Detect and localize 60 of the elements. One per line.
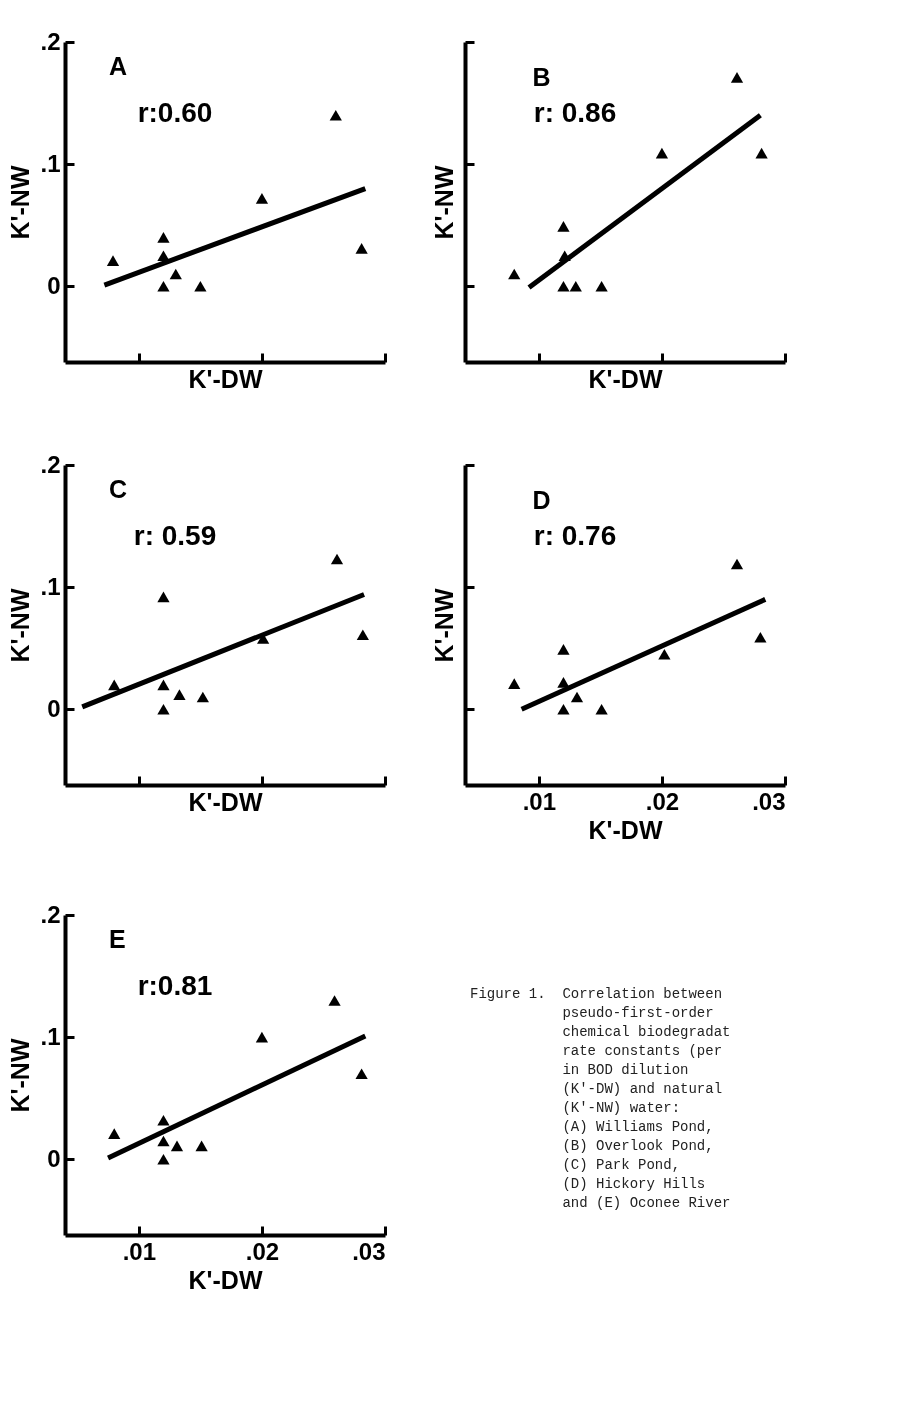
y-tick-label: .2 [40, 900, 61, 928]
text: B [532, 62, 551, 91]
x-tick-label: .03 [352, 1237, 386, 1265]
point [194, 280, 207, 292]
x-axis-title: K'-DW [188, 365, 263, 393]
y-axis-title: K'-NW [6, 165, 35, 240]
y-axis-title: K'-NW [430, 588, 458, 663]
point [173, 689, 186, 700]
y-tick-label: .1 [40, 149, 61, 177]
y-tick-label: .2 [40, 450, 61, 478]
y-axis-title: K'-NW [6, 1038, 35, 1113]
point [730, 72, 744, 83]
y-tick-label: .2 [40, 27, 61, 55]
x-axis-title: K'-DW [188, 788, 263, 816]
chart-title: C [108, 475, 128, 503]
x-axis-title: K'-DW [588, 365, 663, 393]
x-tick-label: .02 [245, 1237, 280, 1265]
point [356, 629, 369, 641]
y-tick-label: .1 [40, 572, 61, 600]
point [569, 280, 582, 292]
point [108, 679, 121, 691]
x-tick-label: .02 [645, 787, 680, 815]
point [557, 221, 570, 232]
point [557, 280, 570, 292]
y-axis-title: K'-NW [6, 588, 35, 663]
x-tick-label: .01 [522, 787, 557, 815]
y-tick-label: 0 [47, 271, 61, 299]
y-tick-label: 0 [47, 1144, 61, 1172]
annotation: r:0.81 [137, 970, 213, 1001]
point [157, 280, 170, 292]
chart-title: E [108, 925, 126, 953]
x-tick-label: .01 [122, 1237, 157, 1265]
y-tick-label: .1 [40, 1022, 61, 1050]
annotation: r: 0.76 [533, 520, 617, 551]
point [157, 703, 170, 715]
text: D [532, 485, 551, 514]
point [106, 255, 120, 266]
annotation: r: 0.59 [133, 520, 217, 551]
y-tick-label: 0 [47, 694, 61, 722]
point [169, 268, 182, 280]
point [595, 280, 608, 292]
point [157, 679, 170, 691]
point [196, 691, 209, 703]
x-tick-label: .03 [752, 787, 786, 815]
text: Figure 1. Correlation between pseudo-first-order chemical biodegradat rate constants (per in BOD dilution (K'-DW) and natural (K'-NW) water: (A) Williams Pond, (B) Overlook Pond, (C) Park Pond, (D) Hickory Hills and (E) Oconee River [470, 986, 731, 1211]
x-axis-title: K'-DW [588, 815, 663, 844]
annotation: r: 0.86 [533, 97, 617, 128]
annotation: r:0.60 [137, 97, 213, 128]
point [355, 243, 368, 254]
x-axis-title: K'-DW [188, 1265, 263, 1294]
y-axis-title: K'-NW [430, 165, 458, 240]
point [157, 232, 170, 243]
point [329, 109, 342, 121]
point [157, 591, 170, 603]
point [508, 268, 521, 280]
point [655, 147, 669, 159]
point [755, 147, 768, 159]
point [330, 553, 344, 565]
point [255, 193, 269, 204]
chart-title: A [108, 52, 128, 80]
